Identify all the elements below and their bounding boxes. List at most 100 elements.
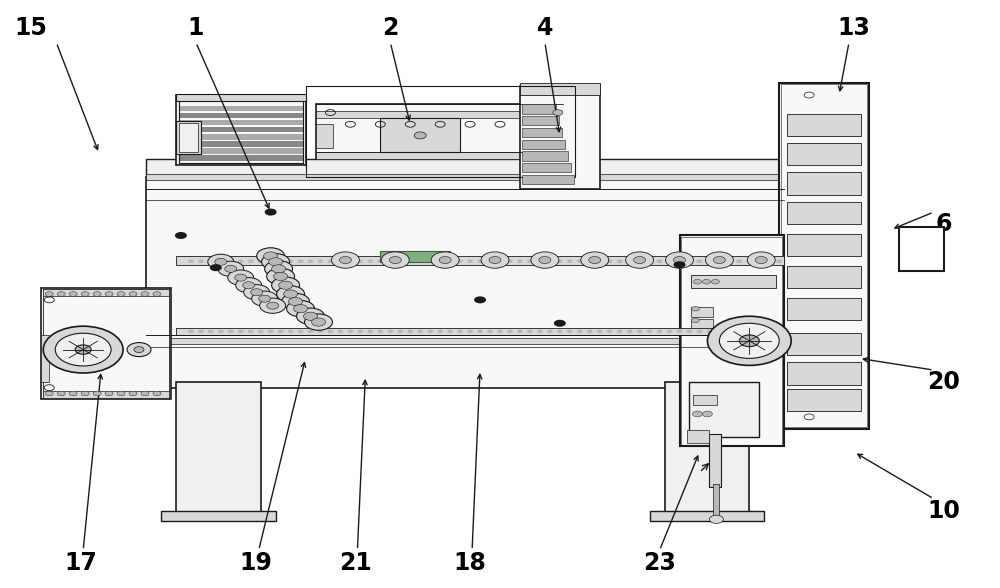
Circle shape — [755, 256, 767, 263]
Circle shape — [117, 292, 125, 296]
Circle shape — [198, 259, 204, 263]
Circle shape — [260, 298, 286, 313]
Text: 17: 17 — [65, 551, 98, 575]
Circle shape — [210, 264, 222, 271]
Circle shape — [766, 330, 772, 333]
Circle shape — [188, 330, 194, 333]
Circle shape — [57, 292, 65, 296]
Circle shape — [105, 391, 113, 396]
Bar — [522, 175, 574, 184]
Text: 1: 1 — [188, 16, 204, 40]
Circle shape — [81, 292, 89, 296]
Circle shape — [527, 330, 533, 333]
Circle shape — [269, 258, 283, 266]
Circle shape — [272, 265, 286, 273]
Circle shape — [381, 252, 409, 268]
Circle shape — [188, 259, 194, 263]
Circle shape — [397, 259, 403, 263]
Circle shape — [693, 279, 701, 284]
Circle shape — [437, 259, 443, 263]
Circle shape — [692, 411, 702, 417]
Circle shape — [617, 330, 623, 333]
Circle shape — [357, 259, 363, 263]
Circle shape — [587, 259, 593, 263]
Circle shape — [711, 279, 719, 284]
Circle shape — [208, 259, 214, 263]
Bar — [179, 123, 198, 152]
Circle shape — [278, 259, 284, 263]
Bar — [781, 85, 867, 427]
Circle shape — [265, 209, 277, 216]
Circle shape — [251, 289, 263, 296]
Bar — [520, 86, 600, 189]
Circle shape — [69, 292, 77, 296]
Circle shape — [45, 292, 53, 296]
Text: 15: 15 — [15, 16, 48, 40]
Circle shape — [647, 330, 653, 333]
Circle shape — [702, 279, 710, 284]
Circle shape — [243, 282, 255, 289]
Bar — [316, 104, 555, 159]
Circle shape — [218, 330, 224, 333]
Bar — [176, 95, 306, 165]
Bar — [689, 382, 759, 437]
Circle shape — [228, 270, 254, 285]
Bar — [380, 251, 450, 262]
Bar — [899, 227, 944, 270]
Circle shape — [706, 259, 712, 263]
Circle shape — [69, 391, 77, 396]
Circle shape — [481, 252, 509, 268]
Circle shape — [691, 318, 699, 323]
Circle shape — [457, 330, 463, 333]
Bar — [522, 139, 565, 149]
Circle shape — [55, 333, 111, 366]
Circle shape — [517, 330, 523, 333]
Circle shape — [539, 256, 551, 263]
Bar — [522, 116, 559, 125]
Circle shape — [702, 411, 712, 417]
Circle shape — [756, 259, 762, 263]
Bar — [681, 236, 782, 445]
Circle shape — [258, 330, 264, 333]
Circle shape — [141, 391, 149, 396]
Circle shape — [667, 259, 673, 263]
Circle shape — [667, 330, 673, 333]
Text: 2: 2 — [382, 16, 398, 40]
Bar — [787, 143, 861, 165]
Bar — [146, 338, 784, 344]
Circle shape — [577, 259, 583, 263]
Circle shape — [567, 259, 573, 263]
Circle shape — [267, 268, 295, 285]
Circle shape — [331, 252, 359, 268]
Bar — [179, 98, 303, 163]
Bar — [176, 328, 784, 335]
Bar — [179, 148, 303, 153]
Circle shape — [706, 330, 712, 333]
Circle shape — [589, 256, 601, 263]
Circle shape — [634, 256, 646, 263]
Circle shape — [581, 252, 609, 268]
Circle shape — [208, 254, 234, 269]
Circle shape — [105, 292, 113, 296]
Circle shape — [117, 391, 125, 396]
Bar — [691, 275, 776, 288]
Circle shape — [248, 330, 254, 333]
Bar — [787, 298, 861, 320]
Circle shape — [377, 330, 383, 333]
Circle shape — [294, 305, 308, 313]
Circle shape — [407, 259, 413, 263]
Circle shape — [268, 330, 274, 333]
Circle shape — [45, 391, 53, 396]
Circle shape — [93, 292, 101, 296]
Circle shape — [367, 259, 373, 263]
Bar — [665, 382, 749, 516]
Bar — [779, 83, 869, 429]
Circle shape — [287, 300, 315, 317]
Bar — [43, 391, 169, 398]
Bar — [176, 382, 261, 516]
Bar — [176, 94, 306, 101]
Circle shape — [674, 261, 685, 268]
Circle shape — [387, 259, 393, 263]
Circle shape — [776, 259, 782, 263]
Circle shape — [674, 256, 685, 263]
